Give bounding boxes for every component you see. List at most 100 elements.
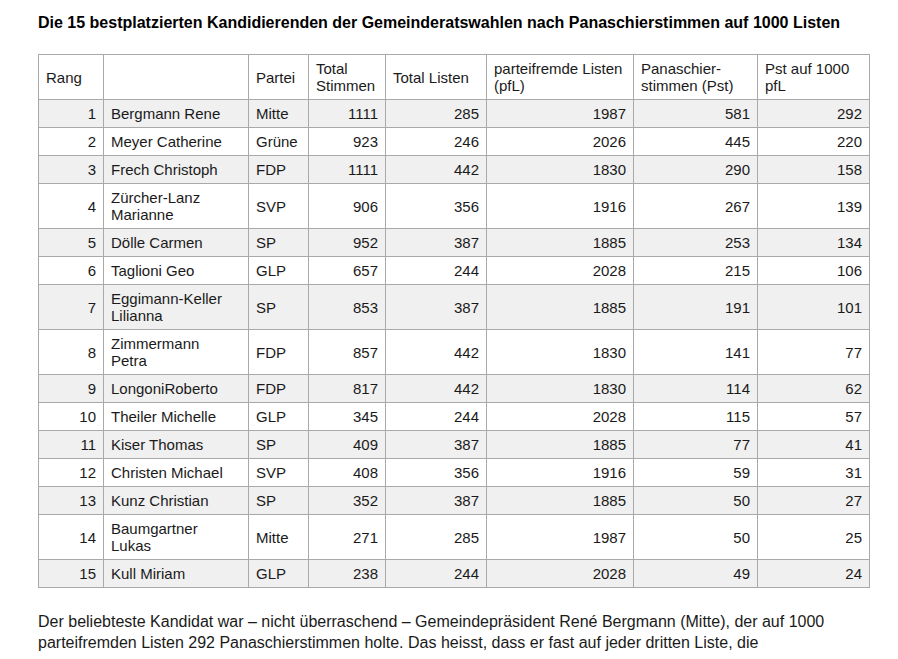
pfl-cell: 1830 [487, 330, 634, 375]
rank-cell: 4 [39, 184, 104, 229]
pst-cell: 50 [634, 487, 758, 515]
pst-1000-cell: 25 [758, 515, 870, 560]
total-stimmen-cell: 1111 [309, 156, 386, 184]
rank-cell: 6 [39, 257, 104, 285]
pst-cell: 581 [634, 100, 758, 128]
total-listen-cell: 442 [386, 330, 487, 375]
pst-cell: 59 [634, 459, 758, 487]
table-row: 10 Theiler Michelle GLP 345 244 2028 115… [39, 403, 870, 431]
candidates-table: Rang Partei Total Stimmen Total Listen p… [38, 54, 870, 588]
rank-cell: 2 [39, 128, 104, 156]
name-cell: Kunz Christian [104, 487, 249, 515]
total-listen-cell: 244 [386, 560, 487, 588]
pst-1000-cell: 27 [758, 487, 870, 515]
pfl-cell: 1830 [487, 156, 634, 184]
total-stimmen-cell: 906 [309, 184, 386, 229]
rank-cell: 1 [39, 100, 104, 128]
total-listen-cell: 442 [386, 375, 487, 403]
table-row: 12 Christen Michael SVP 408 356 1916 59 … [39, 459, 870, 487]
header-pst: Panaschier-stimmen (Pst) [634, 55, 758, 100]
total-stimmen-cell: 817 [309, 375, 386, 403]
table-body: 1 Bergmann Rene Mitte 1111 285 1987 581 … [39, 100, 870, 588]
name-cell: Dölle Carmen [104, 229, 249, 257]
header-total-listen: Total Listen [386, 55, 487, 100]
pfl-cell: 1987 [487, 515, 634, 560]
page-title: Die 15 bestplatzierten Kandidierenden de… [38, 14, 898, 32]
partei-cell: Grüne [249, 128, 309, 156]
total-listen-cell: 387 [386, 285, 487, 330]
pst-1000-cell: 77 [758, 330, 870, 375]
table-row: 15 Kull Miriam GLP 238 244 2028 49 24 [39, 560, 870, 588]
table-row: 6 Taglioni Geo GLP 657 244 2028 215 106 [39, 257, 870, 285]
name-cell: LongoniRoberto [104, 375, 249, 403]
pst-1000-cell: 101 [758, 285, 870, 330]
footer-paragraph: Der beliebteste Kandidat war – nicht übe… [38, 611, 868, 653]
total-listen-cell: 285 [386, 100, 487, 128]
partei-cell: GLP [249, 257, 309, 285]
pst-cell: 141 [634, 330, 758, 375]
pst-cell: 253 [634, 229, 758, 257]
header-total-stimmen: Total Stimmen [309, 55, 386, 100]
rank-cell: 10 [39, 403, 104, 431]
pst-1000-cell: 106 [758, 257, 870, 285]
partei-cell: FDP [249, 330, 309, 375]
rank-cell: 12 [39, 459, 104, 487]
total-stimmen-cell: 271 [309, 515, 386, 560]
name-cell: Zürcher-Lanz Marianne [104, 184, 249, 229]
rank-cell: 9 [39, 375, 104, 403]
pfl-cell: 2028 [487, 560, 634, 588]
pfl-cell: 1885 [487, 431, 634, 459]
pst-cell: 445 [634, 128, 758, 156]
total-stimmen-cell: 657 [309, 257, 386, 285]
pfl-cell: 1885 [487, 229, 634, 257]
total-listen-cell: 356 [386, 184, 487, 229]
table-row: 4 Zürcher-Lanz Marianne SVP 906 356 1916… [39, 184, 870, 229]
name-cell: Kull Miriam [104, 560, 249, 588]
partei-cell: SP [249, 285, 309, 330]
rank-cell: 11 [39, 431, 104, 459]
total-stimmen-cell: 952 [309, 229, 386, 257]
total-listen-cell: 244 [386, 257, 487, 285]
pst-cell: 115 [634, 403, 758, 431]
partei-cell: SP [249, 229, 309, 257]
table-row: 14 Baumgartner Lukas Mitte 271 285 1987 … [39, 515, 870, 560]
rank-cell: 13 [39, 487, 104, 515]
name-cell: Baumgartner Lukas [104, 515, 249, 560]
partei-cell: Mitte [249, 515, 309, 560]
total-stimmen-cell: 409 [309, 431, 386, 459]
pst-1000-cell: 41 [758, 431, 870, 459]
total-listen-cell: 244 [386, 403, 487, 431]
header-rang: Rang [39, 55, 104, 100]
pst-1000-cell: 292 [758, 100, 870, 128]
pst-cell: 114 [634, 375, 758, 403]
header-pst-1000: Pst auf 1000 pfL [758, 55, 870, 100]
total-listen-cell: 387 [386, 229, 487, 257]
total-listen-cell: 442 [386, 156, 487, 184]
pst-cell: 50 [634, 515, 758, 560]
pst-1000-cell: 134 [758, 229, 870, 257]
name-cell: Zimmermann Petra [104, 330, 249, 375]
name-cell: Bergmann Rene [104, 100, 249, 128]
name-cell: Taglioni Geo [104, 257, 249, 285]
pst-cell: 77 [634, 431, 758, 459]
total-listen-cell: 387 [386, 431, 487, 459]
pst-cell: 49 [634, 560, 758, 588]
table-row: 1 Bergmann Rene Mitte 1111 285 1987 581 … [39, 100, 870, 128]
pst-1000-cell: 220 [758, 128, 870, 156]
partei-cell: SP [249, 431, 309, 459]
partei-cell: SVP [249, 184, 309, 229]
table-row: 3 Frech Christoph FDP 1111 442 1830 290 … [39, 156, 870, 184]
page: Die 15 bestplatzierten Kandidierenden de… [0, 0, 898, 653]
pst-1000-cell: 24 [758, 560, 870, 588]
name-cell: Christen Michael [104, 459, 249, 487]
name-cell: Meyer Catherine [104, 128, 249, 156]
pfl-cell: 2028 [487, 403, 634, 431]
pfl-cell: 1916 [487, 184, 634, 229]
table-row: 2 Meyer Catherine Grüne 923 246 2026 445… [39, 128, 870, 156]
pfl-cell: 1987 [487, 100, 634, 128]
rank-cell: 3 [39, 156, 104, 184]
pst-1000-cell: 31 [758, 459, 870, 487]
total-listen-cell: 246 [386, 128, 487, 156]
table-header: Rang Partei Total Stimmen Total Listen p… [39, 55, 870, 100]
table-row: 5 Dölle Carmen SP 952 387 1885 253 134 [39, 229, 870, 257]
